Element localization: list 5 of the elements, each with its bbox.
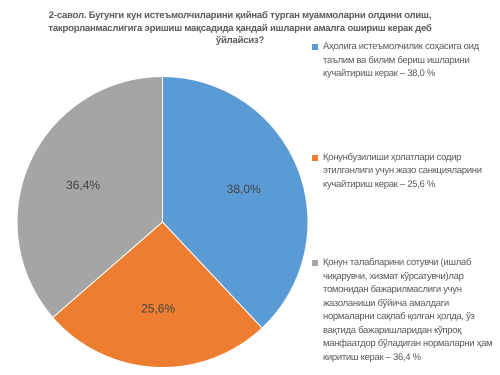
legend-label: Қонун талабларини сотувчи (ишлаб чиқарувчи, хизмат кўрсатувчи)лар томонидан бажарилмаслиги учун жазоланиши бўйича амалдаги нормаларни сақлаб қолган ҳолда, ўз вақтида бажаришларидан кўпроқ манфаатдор бўладиган нормаларни ҳам киритиш керак – 36,4 % <box>323 257 492 362</box>
data-label: 25,6% <box>141 302 176 316</box>
data-label: 36,4% <box>66 178 100 192</box>
data-label: 38,0% <box>226 182 262 196</box>
legend-label: Қонунбузилиши ҳолатлари содир этилганлиги учун жазо санкцияларини кучайтириш керак – 25,6 % <box>323 152 482 190</box>
